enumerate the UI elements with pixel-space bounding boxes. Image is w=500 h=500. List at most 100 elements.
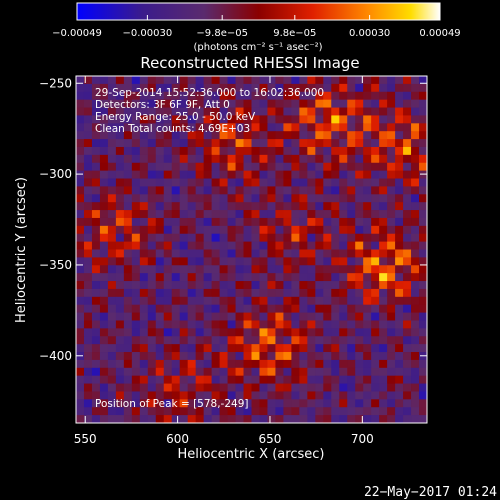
heatmap-cell — [163, 296, 173, 306]
heatmap-cell — [379, 320, 388, 329]
heatmap-cell — [363, 233, 372, 243]
heatmap-cell — [315, 170, 324, 179]
heatmap-cell — [219, 241, 228, 250]
heatmap-cell — [147, 399, 157, 408]
heatmap-cell — [235, 344, 244, 353]
heatmap-cell — [219, 123, 228, 132]
heatmap-cell — [347, 415, 356, 424]
heatmap-cell — [291, 83, 300, 93]
heatmap-cell — [387, 367, 396, 377]
heatmap-cell — [171, 170, 181, 179]
heatmap-cell — [411, 99, 420, 108]
heatmap-cell — [115, 383, 125, 392]
heatmap-cell — [195, 265, 205, 274]
heatmap-cell — [283, 344, 292, 353]
heatmap-cell — [355, 91, 364, 101]
heatmap-cell — [339, 107, 348, 116]
heatmap-cell — [91, 328, 101, 337]
heatmap-cell — [251, 296, 260, 306]
heatmap-cell — [419, 76, 428, 85]
heatmap-cell — [91, 76, 101, 85]
heatmap-cell — [131, 162, 141, 172]
heatmap-cell — [347, 249, 356, 258]
heatmap-cell — [419, 399, 428, 408]
colorbar-tick-label: −0.00049 — [52, 28, 102, 39]
heatmap-cell — [291, 399, 300, 408]
heatmap-cell — [123, 367, 133, 377]
heatmap-cell — [139, 194, 149, 203]
heatmap-cell — [243, 225, 252, 235]
heatmap-cell — [76, 139, 85, 148]
heatmap-cell — [387, 186, 396, 195]
heatmap-cell — [99, 352, 109, 361]
heatmap-cell — [323, 336, 332, 345]
heatmap-cell — [323, 304, 332, 313]
heatmap-cell — [267, 194, 276, 203]
heatmap-cell — [283, 154, 292, 164]
heatmap-cell — [76, 83, 85, 93]
heatmap-cell — [323, 328, 332, 337]
heatmap-cell — [195, 249, 205, 258]
heatmap-cell — [91, 217, 101, 227]
heatmap-cell — [76, 249, 85, 258]
heatmap-cell — [155, 241, 165, 250]
heatmap-cell — [83, 202, 93, 211]
heatmap-cell — [107, 296, 117, 306]
heatmap-cell — [115, 170, 125, 179]
heatmap-cell — [251, 288, 260, 298]
heatmap-cell — [331, 281, 340, 290]
heatmap-cell — [371, 383, 380, 392]
heatmap-cell — [115, 257, 125, 266]
footer-date: 22−May−2017 01:24 — [364, 485, 497, 500]
heatmap-cell — [419, 328, 428, 337]
heatmap-cell — [307, 233, 316, 243]
heatmap-cell — [99, 328, 109, 337]
heatmap-cell — [323, 320, 332, 329]
heatmap-cell — [76, 202, 85, 211]
heatmap-cell — [403, 407, 412, 416]
heatmap-cell — [171, 115, 181, 124]
heatmap-cell — [315, 415, 324, 424]
heatmap-cell — [267, 415, 276, 424]
heatmap-cell — [211, 186, 220, 195]
heatmap-cell — [235, 139, 244, 148]
heatmap-cell — [363, 391, 372, 400]
heatmap-cell — [347, 83, 356, 93]
heatmap-cell — [379, 123, 388, 132]
heatmap-cell — [107, 139, 117, 148]
heatmap-cell — [419, 123, 428, 132]
heatmap-cell — [219, 178, 228, 187]
heatmap-cell — [179, 210, 189, 219]
y-tick-label: −250 — [39, 76, 72, 90]
heatmap-cell — [179, 273, 189, 282]
heatmap-cell — [139, 178, 149, 187]
heatmap-cell — [395, 328, 404, 337]
heatmap-cell — [139, 375, 149, 384]
heatmap-cell — [275, 304, 284, 313]
heatmap-cell — [371, 344, 380, 353]
heatmap-cell — [283, 288, 292, 298]
heatmap-cell — [227, 281, 236, 290]
heatmap-cell — [123, 154, 133, 164]
heatmap-cell — [147, 123, 157, 132]
heatmap-cell — [195, 344, 205, 353]
heatmap-cell — [227, 328, 236, 337]
heatmap-cell — [83, 115, 93, 124]
heatmap-cell — [107, 336, 117, 345]
heatmap-cell — [307, 83, 316, 93]
heatmap-cell — [235, 383, 244, 392]
heatmap-cell — [291, 162, 300, 172]
heatmap-cell — [227, 178, 236, 187]
heatmap-cell — [243, 344, 252, 353]
heatmap-cell — [315, 76, 324, 85]
heatmap-cell — [211, 154, 220, 164]
heatmap-cell — [403, 225, 412, 235]
heatmap-cell — [299, 146, 308, 156]
heatmap-cell — [76, 233, 85, 243]
heatmap-cell — [371, 375, 380, 384]
heatmap-cell — [107, 415, 117, 424]
heatmap-cell — [291, 233, 300, 243]
heatmap-cell — [403, 170, 412, 179]
heatmap-cell — [147, 249, 157, 258]
heatmap-cell — [203, 76, 213, 85]
